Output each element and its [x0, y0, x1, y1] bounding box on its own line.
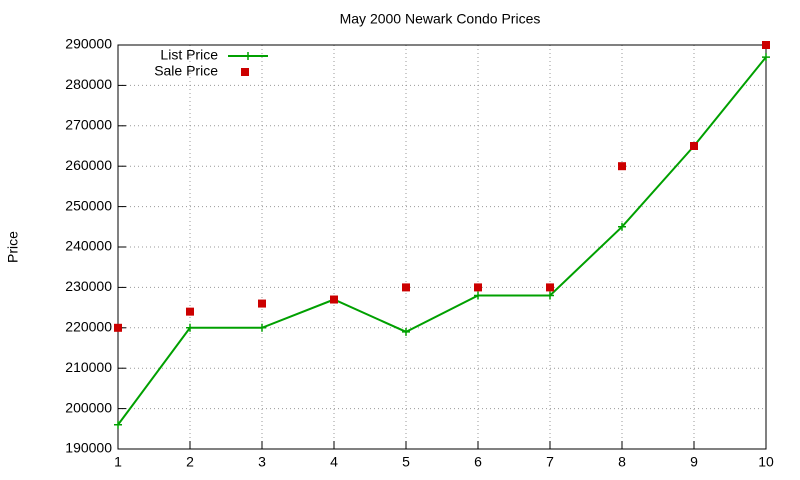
point	[114, 420, 122, 429]
legend-marker	[241, 68, 249, 76]
legend-marker	[244, 52, 252, 60]
x-tick-label: 6	[474, 454, 482, 470]
legend-label: Sale Price	[154, 63, 218, 79]
y-tick-label: 200000	[65, 399, 112, 415]
y-tick-label: 280000	[65, 76, 112, 92]
y-tick-label: 250000	[65, 197, 112, 213]
point	[474, 291, 482, 300]
x-tick-label: 4	[330, 454, 338, 470]
x-tick-label: 7	[546, 454, 554, 470]
y-tick-label: 290000	[65, 36, 112, 52]
point	[546, 283, 554, 292]
y-tick-label: 190000	[65, 440, 112, 456]
point	[762, 53, 770, 62]
x-tick-label: 9	[690, 454, 698, 470]
point	[402, 283, 410, 292]
legend-label: List Price	[160, 47, 218, 63]
y-axis-label: Price	[5, 231, 21, 263]
series-line	[117, 56, 767, 426]
x-tick-label: 8	[618, 454, 626, 470]
point	[330, 295, 338, 304]
point	[258, 299, 266, 308]
x-tick-label: 1	[114, 454, 122, 470]
y-tick-label: 230000	[65, 278, 112, 294]
point	[474, 283, 482, 292]
point	[618, 162, 626, 171]
y-tick-label: 210000	[65, 359, 112, 375]
x-tick-label: 3	[258, 454, 266, 470]
point	[402, 327, 410, 336]
plot-frame	[117, 44, 767, 450]
point	[690, 142, 698, 150]
point	[186, 307, 194, 316]
point	[762, 41, 770, 49]
point	[186, 323, 194, 332]
point	[618, 222, 626, 231]
y-tick-label: 240000	[65, 238, 112, 254]
point	[258, 323, 266, 332]
y-tick-label: 260000	[65, 157, 112, 173]
point	[546, 291, 554, 300]
x-tick-label: 2	[186, 454, 194, 470]
point	[114, 323, 122, 332]
y-tick-label: 270000	[65, 117, 112, 133]
x-tick-label: 5	[402, 454, 410, 470]
y-tick-label: 220000	[65, 319, 112, 335]
x-tick-label: 10	[758, 454, 774, 470]
chart-title: May 2000 Newark Condo Prices	[340, 11, 541, 27]
